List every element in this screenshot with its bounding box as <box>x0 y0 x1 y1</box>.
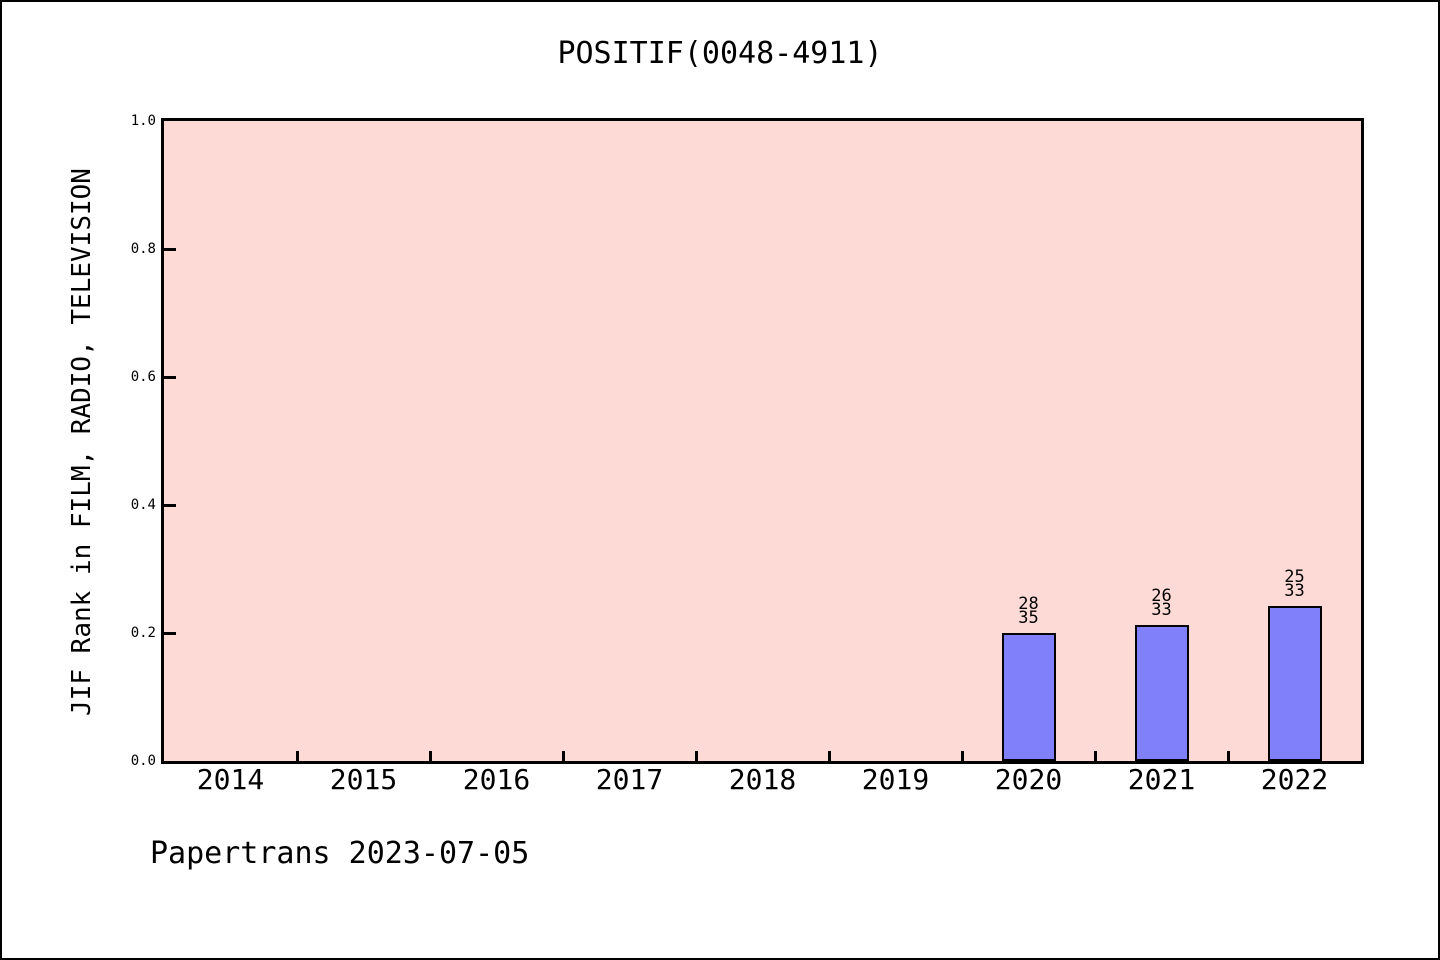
bar-label: 26 33 <box>1117 586 1207 621</box>
x-tick-label: 2022 <box>1260 763 1329 796</box>
x-tick-mark <box>694 751 698 761</box>
bar-label-total: 33 <box>1151 600 1172 621</box>
x-tick-mark <box>827 751 831 761</box>
y-tick-mark <box>164 503 176 507</box>
bar <box>1001 633 1056 761</box>
bar-label-total: 35 <box>1018 608 1039 628</box>
x-tick-label: 2015 <box>329 763 398 796</box>
x-tick-label: 2017 <box>595 763 664 796</box>
x-tick-mark <box>1093 751 1097 761</box>
x-tick-label: 2016 <box>462 763 531 796</box>
y-tick-label: 0.6 <box>130 369 156 385</box>
x-tick-mark <box>561 751 565 761</box>
x-tick-mark <box>295 751 299 761</box>
bar <box>1134 625 1189 761</box>
y-tick-label: 0.2 <box>130 625 156 641</box>
bar-label-rank: 28 <box>1018 594 1039 614</box>
y-tick-label: 0.8 <box>130 241 156 257</box>
bar-label-rank: 25 <box>1284 566 1305 587</box>
y-tick-mark <box>164 247 176 251</box>
y-tick-mark <box>164 375 176 379</box>
y-axis-label: JIF Rank in FILM, RADIO, TELEVISION <box>67 168 97 716</box>
x-tick-mark <box>1226 751 1230 761</box>
y-tick-label: 0.4 <box>130 497 156 513</box>
x-tick-label: 2018 <box>728 763 797 796</box>
chart-title: POSITIF(0048-4911) <box>557 36 883 71</box>
bar-label-total: 33 <box>1284 580 1305 601</box>
y-tick-mark <box>164 631 176 635</box>
x-tick-mark <box>428 751 432 761</box>
watermark-text: Papertrans 2023-07-05 <box>150 836 530 871</box>
bar <box>1267 605 1322 761</box>
bar-label-rank: 26 <box>1151 586 1172 607</box>
x-tick-label: 2020 <box>994 763 1063 796</box>
x-tick-label: 2021 <box>1127 763 1196 796</box>
y-tick-label: 1.0 <box>130 113 156 129</box>
x-tick-label: 2014 <box>196 763 265 796</box>
x-tick-mark <box>960 751 964 761</box>
bar-label: 25 33 <box>1250 566 1340 601</box>
y-tick-label: 0.0 <box>130 753 156 769</box>
bar-label: 28 35 <box>984 594 1074 628</box>
x-tick-label: 2019 <box>861 763 930 796</box>
